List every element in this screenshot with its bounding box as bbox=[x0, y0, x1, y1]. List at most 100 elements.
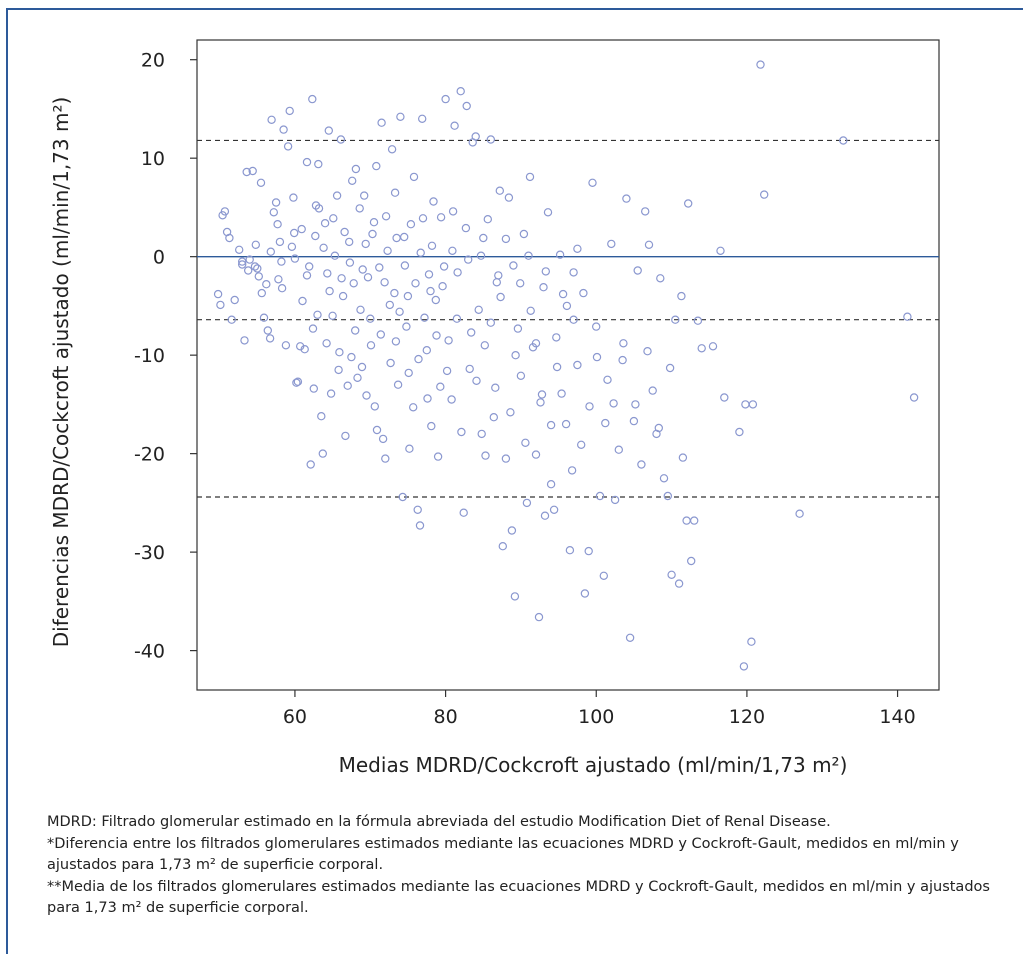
data-point bbox=[334, 365, 343, 375]
data-point bbox=[585, 402, 594, 411]
data-point bbox=[290, 228, 299, 238]
data-point bbox=[216, 300, 225, 310]
data-point bbox=[614, 445, 624, 454]
data-point bbox=[409, 403, 418, 412]
data-point bbox=[562, 301, 572, 311]
data-point bbox=[444, 336, 453, 345]
data-point bbox=[285, 106, 294, 116]
data-point bbox=[665, 363, 675, 373]
data-point bbox=[693, 316, 703, 325]
data-point bbox=[539, 283, 548, 292]
note-media: **Media de los filtrados glomerulares es… bbox=[47, 878, 990, 917]
data-point bbox=[372, 425, 382, 435]
data-point bbox=[415, 521, 425, 530]
data-point bbox=[405, 444, 414, 453]
data-point bbox=[537, 390, 547, 399]
reference-lines bbox=[197, 139, 939, 498]
data-point bbox=[343, 381, 352, 390]
data-point bbox=[400, 232, 409, 242]
data-point bbox=[516, 279, 525, 288]
data-point bbox=[495, 186, 504, 195]
data-point bbox=[332, 191, 342, 200]
data-point bbox=[271, 198, 281, 207]
data-point bbox=[281, 341, 291, 350]
data-point bbox=[370, 402, 379, 411]
data-point bbox=[504, 193, 514, 202]
data-point bbox=[663, 491, 673, 501]
data-point bbox=[353, 373, 362, 382]
data-point bbox=[610, 495, 620, 505]
data-point bbox=[306, 460, 315, 469]
data-point bbox=[595, 491, 605, 501]
data-point bbox=[618, 355, 627, 365]
y-tick-label: -40 bbox=[134, 641, 165, 663]
data-point bbox=[457, 427, 466, 437]
data-point bbox=[237, 257, 247, 266]
data-point bbox=[509, 261, 518, 270]
data-point bbox=[377, 118, 386, 127]
data-point bbox=[720, 393, 729, 402]
data-point bbox=[507, 526, 517, 535]
data-point bbox=[619, 339, 628, 348]
data-point bbox=[380, 278, 389, 287]
data-point bbox=[414, 354, 423, 364]
data-point bbox=[516, 371, 526, 380]
data-point bbox=[266, 247, 275, 256]
data-point bbox=[561, 419, 571, 429]
note-diferencia: *Diferencia entre los filtrados glomerul… bbox=[47, 835, 959, 874]
data-point bbox=[319, 243, 328, 252]
data-point bbox=[409, 172, 419, 182]
data-point bbox=[361, 239, 370, 249]
data-point bbox=[541, 267, 551, 276]
data-point bbox=[552, 362, 562, 372]
data-point bbox=[330, 251, 340, 260]
data-point bbox=[659, 474, 669, 483]
data-point bbox=[625, 633, 635, 643]
data-point bbox=[579, 288, 588, 298]
data-point bbox=[422, 346, 431, 355]
data-point bbox=[317, 412, 326, 421]
data-point bbox=[565, 546, 575, 555]
data-point bbox=[491, 383, 500, 392]
data-point bbox=[265, 334, 275, 343]
data-point bbox=[381, 454, 390, 463]
data-point bbox=[302, 157, 312, 167]
data-point bbox=[418, 214, 428, 223]
data-point bbox=[426, 286, 435, 296]
data-point bbox=[546, 480, 556, 489]
data-point bbox=[351, 326, 360, 335]
data-point bbox=[396, 112, 405, 122]
data-point bbox=[305, 262, 314, 271]
data-point bbox=[309, 384, 318, 393]
data-point bbox=[453, 268, 462, 277]
data-point bbox=[293, 377, 303, 386]
data-point bbox=[633, 266, 642, 275]
data-point bbox=[372, 161, 381, 171]
data-point bbox=[716, 246, 725, 255]
data-point bbox=[697, 344, 706, 353]
data-point bbox=[481, 451, 490, 460]
data-point bbox=[368, 229, 377, 239]
data-point bbox=[213, 289, 223, 299]
data-point bbox=[237, 260, 247, 269]
data-point bbox=[687, 556, 696, 566]
data-point bbox=[524, 251, 533, 260]
data-point bbox=[274, 275, 283, 284]
data-point bbox=[253, 264, 262, 273]
data-point bbox=[227, 315, 236, 324]
data-point bbox=[345, 237, 354, 247]
x-tick-label: 60 bbox=[283, 706, 307, 728]
y-axis-title: Diferencias MDRD/Cockcroft ajustado (ml/… bbox=[49, 97, 73, 648]
data-point bbox=[390, 288, 399, 298]
data-point bbox=[456, 86, 465, 96]
data-point bbox=[322, 339, 331, 348]
data-point bbox=[656, 274, 665, 283]
data-point bbox=[498, 542, 507, 551]
data-point bbox=[387, 145, 397, 154]
data-point bbox=[424, 270, 434, 279]
data-point bbox=[631, 400, 640, 409]
data-point bbox=[546, 420, 556, 430]
data-point bbox=[357, 362, 367, 372]
data-point bbox=[629, 416, 639, 426]
